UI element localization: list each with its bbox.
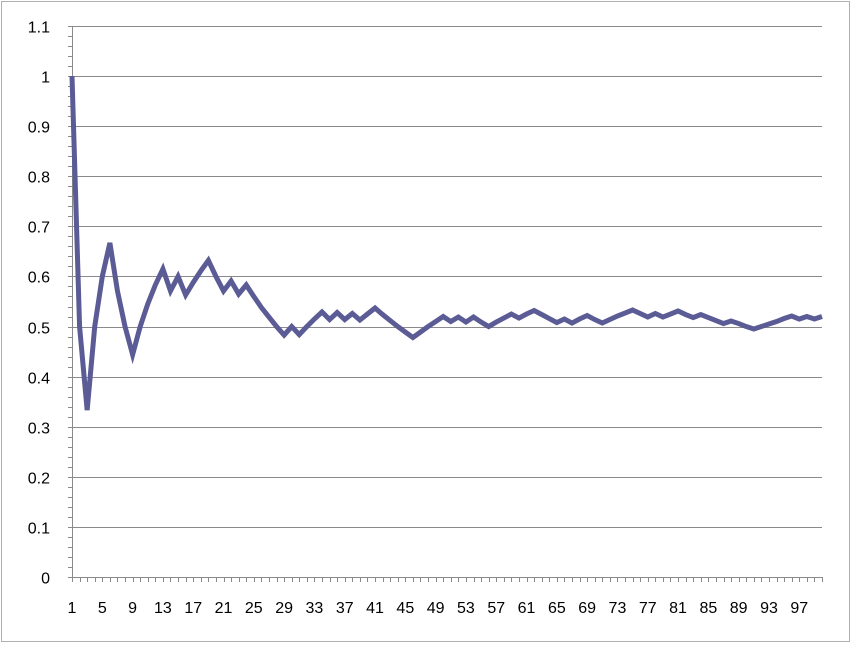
y-tick-label: 0.4 xyxy=(28,371,50,388)
x-tick-labels: 1 5 9 13 17 21 25 29 33 37 41 45 49 53 57 61 65 69 73 77 81 8… xyxy=(68,600,809,617)
y-tick-label: 0.1 xyxy=(28,521,50,538)
y-tick-label: 0.7 xyxy=(28,220,50,237)
x-tick-label: 65 xyxy=(548,600,566,617)
x-tick-label: 61 xyxy=(518,600,536,617)
x-tick-label: 73 xyxy=(609,600,627,617)
y-tick-label: 0 xyxy=(41,571,50,588)
x-tick-label: 77 xyxy=(639,600,657,617)
y-tick-label: 1.1 xyxy=(28,20,50,37)
x-tick-label: 45 xyxy=(396,600,414,617)
x-tick-label: 33 xyxy=(306,600,324,617)
x-tick-label: 57 xyxy=(487,600,505,617)
x-tick-label: 93 xyxy=(760,600,778,617)
y-tick-label: 0.9 xyxy=(28,120,50,137)
y-tick-label: 0.2 xyxy=(28,471,50,488)
x-tick-label: 69 xyxy=(578,600,596,617)
y-tick-labels: 0 0.1 0.2 0.3 0.4 0.5 0.6 0.7 0.8 0.9 1 1.1 xyxy=(28,20,50,588)
x-tick-label: 37 xyxy=(336,600,354,617)
y-tick-label: 0.6 xyxy=(28,270,50,287)
x-tick-label: 41 xyxy=(366,600,384,617)
x-tick-label: 53 xyxy=(457,600,475,617)
x-tick-label: 13 xyxy=(154,600,172,617)
y-tick-label: 1 xyxy=(41,70,50,87)
x-tick-label: 1 xyxy=(68,600,77,617)
y-tick-label: 0.8 xyxy=(28,170,50,187)
x-tick-label: 17 xyxy=(184,600,202,617)
x-tick-label: 21 xyxy=(215,600,233,617)
series-line xyxy=(69,76,823,411)
x-tick-label: 81 xyxy=(669,600,687,617)
x-tick-label: 5 xyxy=(98,600,107,617)
x-tick-label: 25 xyxy=(245,600,263,617)
y-tick-label: 0.3 xyxy=(28,421,50,438)
x-tick-label: 9 xyxy=(128,600,137,617)
y-tick-label: 0.5 xyxy=(28,321,50,338)
gridlines xyxy=(72,26,822,528)
x-tick-label: 97 xyxy=(790,600,808,617)
x-tick-label: 49 xyxy=(427,600,445,617)
x-tick-label: 29 xyxy=(275,600,293,617)
x-tick-label: 85 xyxy=(699,600,717,617)
axes xyxy=(68,26,823,582)
x-tick-label: 89 xyxy=(730,600,748,617)
series-layer xyxy=(69,76,823,411)
